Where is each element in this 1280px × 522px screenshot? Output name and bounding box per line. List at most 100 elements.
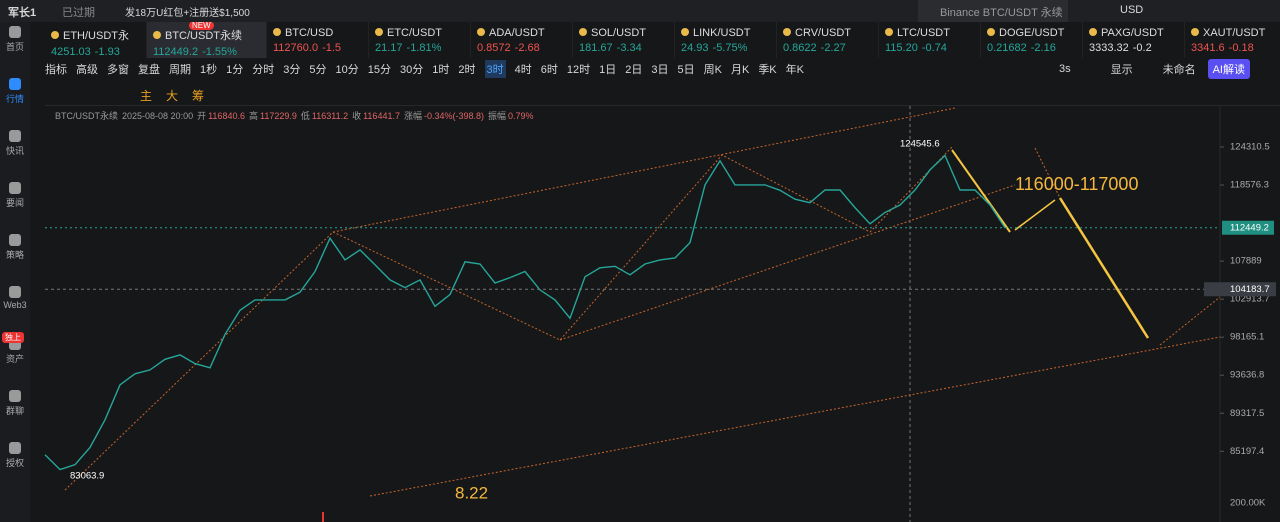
- sidebar-item[interactable]: 首页: [0, 22, 30, 74]
- interval[interactable]: 5分: [309, 64, 327, 76]
- ticker-name: DOGE/USDT: [987, 27, 1082, 39]
- interval[interactable]: 周K: [703, 64, 722, 76]
- y-tick-label: 102913.7: [1230, 294, 1270, 305]
- ticker-name: ETC/USDT: [375, 27, 470, 39]
- arrow: [1014, 199, 1056, 231]
- ticker-name: BTC/USD: [273, 27, 368, 39]
- channel-upper: [332, 107, 956, 233]
- date-label: 8.22: [455, 483, 488, 502]
- currency[interactable]: USD: [1120, 4, 1144, 16]
- y-tick-label: 89317.5: [1230, 408, 1264, 419]
- ticker-change: -2.27: [820, 42, 846, 54]
- layout-name[interactable]: 未命名: [1162, 64, 1196, 76]
- promo[interactable]: 发18万U红包+注册送$1,500: [125, 8, 250, 19]
- interval[interactable]: 5日: [677, 64, 695, 76]
- ticker-change: -0.74: [921, 42, 947, 54]
- ticker[interactable]: DOGE/USDT 0.21682 -2.16: [981, 22, 1083, 58]
- interval[interactable]: 30分: [400, 64, 424, 76]
- tool[interactable]: 复盘: [138, 64, 160, 76]
- ticker-quote: 0.8622 -2.27: [783, 42, 878, 54]
- ticker[interactable]: LINK/USDT 24.93 -5.75%: [675, 22, 777, 58]
- trough-label: 83063.9: [70, 471, 104, 482]
- interval[interactable]: 3日: [651, 64, 669, 76]
- sidebar-item[interactable]: 快讯: [0, 126, 30, 178]
- ticker[interactable]: LTC/USDT 115.20 -0.74: [879, 22, 981, 58]
- draw-toolbar: 主大筹: [45, 82, 1280, 106]
- info-value: 117229.9: [259, 111, 297, 121]
- interval[interactable]: 3时: [484, 60, 506, 78]
- interval[interactable]: 15分: [367, 64, 391, 76]
- ticker-name: BTC/USDT永续: [153, 27, 266, 43]
- sidebar-item[interactable]: 授权: [0, 438, 30, 490]
- info-value: 0.79%: [508, 111, 534, 121]
- ticker[interactable]: ETH/USDT永 4251.03 -1.93: [45, 22, 147, 58]
- ticker-price: 0.8572: [477, 42, 511, 54]
- interval[interactable]: 3分: [283, 64, 301, 76]
- ticker-quote: 4251.03 -1.93: [51, 46, 146, 58]
- ticker-price: 181.67: [579, 42, 613, 54]
- ticker[interactable]: BTC/USD 112760.0 -1.5: [267, 22, 369, 58]
- badge: 独上: [2, 332, 24, 343]
- info-time: 2025-08-08 20:00: [122, 111, 194, 121]
- ticker-price: 24.93: [681, 42, 709, 54]
- sidebar-item[interactable]: Web3: [0, 282, 30, 334]
- ticker[interactable]: BTC/USDT永续 112449.2 -1.55% NEW: [147, 22, 267, 58]
- interval[interactable]: 1时: [432, 64, 450, 76]
- ticker-name: SOL/USDT: [579, 27, 674, 39]
- interval[interactable]: 分时: [252, 64, 275, 76]
- tool[interactable]: 周期: [169, 64, 191, 76]
- ticker[interactable]: SOL/USDT 181.67 -3.34: [573, 22, 675, 58]
- ticker-name: PAXG/USDT: [1089, 27, 1184, 39]
- interval[interactable]: 1秒: [200, 64, 218, 76]
- ticker[interactable]: ADA/USDT 0.8572 -2.68: [471, 22, 573, 58]
- interval[interactable]: 6时: [540, 64, 558, 76]
- draw-tool[interactable]: 大: [166, 89, 179, 103]
- ticker[interactable]: PAXG/USDT 3333.32 -0.2: [1083, 22, 1185, 58]
- draw-tool[interactable]: 主: [140, 89, 153, 103]
- search[interactable]: Binance BTC/USDT 永续: [918, 0, 1068, 22]
- ticker-change: -1.55%: [202, 46, 237, 58]
- interval[interactable]: 年K: [785, 64, 804, 76]
- ticker-quote: 112449.2 -1.55%: [153, 46, 266, 58]
- display[interactable]: 显示: [1110, 64, 1133, 76]
- interval[interactable]: 季K: [758, 64, 777, 76]
- interval[interactable]: 1日: [599, 64, 617, 76]
- user[interactable]: 军长1: [8, 7, 37, 19]
- ticker[interactable]: ETC/USDT 21.17 -1.81%: [369, 22, 471, 58]
- arrow: [1058, 197, 1150, 339]
- y-tick-label: 118576.3: [1230, 180, 1269, 191]
- interval[interactable]: 月K: [730, 64, 750, 76]
- ticker-price: 112760.0: [273, 42, 319, 54]
- sidebar-item[interactable]: 群聊: [0, 386, 30, 438]
- interval[interactable]: 12时: [566, 64, 591, 76]
- ticker-change: -1.81%: [406, 42, 442, 54]
- sidebar-item[interactable]: 策略: [0, 230, 30, 282]
- ticker-name: XAUT/USDT: [1191, 27, 1280, 39]
- tool[interactable]: 指标: [45, 64, 67, 76]
- refresh[interactable]: 3s: [1058, 63, 1071, 75]
- interval[interactable]: 1分: [226, 64, 244, 76]
- ticker-quote: 3341.6 -0.18: [1191, 42, 1280, 54]
- interval[interactable]: 10分: [335, 64, 359, 76]
- draw-tool[interactable]: 筹: [192, 89, 205, 103]
- interval[interactable]: 2日: [625, 64, 643, 76]
- ticker-quote: 24.93 -5.75%: [681, 42, 776, 54]
- tool[interactable]: 高级: [76, 64, 98, 76]
- ai-button[interactable]: AI解读: [1207, 59, 1250, 79]
- ticker[interactable]: XAUT/USDT 3341.6 -0.18: [1185, 22, 1280, 58]
- sidebar-item[interactable]: 行情: [0, 74, 30, 126]
- interval[interactable]: 4时: [514, 64, 532, 76]
- toolbar: 指标 高级 多窗 复盘 周期 1秒 1分 分时 3分 5分 10分 15分 30分 1时 2时 3时 4时 6时 1…: [45, 58, 1280, 80]
- new-badge: NEW: [189, 22, 214, 30]
- tool[interactable]: 多窗: [107, 64, 129, 76]
- ticker-price: 3341.6: [1191, 42, 1225, 54]
- ticker[interactable]: CRV/USDT 0.8622 -2.27: [777, 22, 879, 58]
- sidebar-item[interactable]: 要闻: [0, 178, 30, 230]
- ticker-quote: 115.20 -0.74: [885, 42, 980, 54]
- y-tick-label: 124310.5: [1230, 141, 1270, 152]
- ticker-quote: 0.8572 -2.68: [477, 42, 572, 54]
- interval[interactable]: 2时: [458, 64, 476, 76]
- sidebar-item[interactable]: 资产 独上: [0, 332, 30, 386]
- ticker-change: -5.75%: [712, 42, 748, 54]
- ticker-change: -0.2: [1132, 42, 1152, 54]
